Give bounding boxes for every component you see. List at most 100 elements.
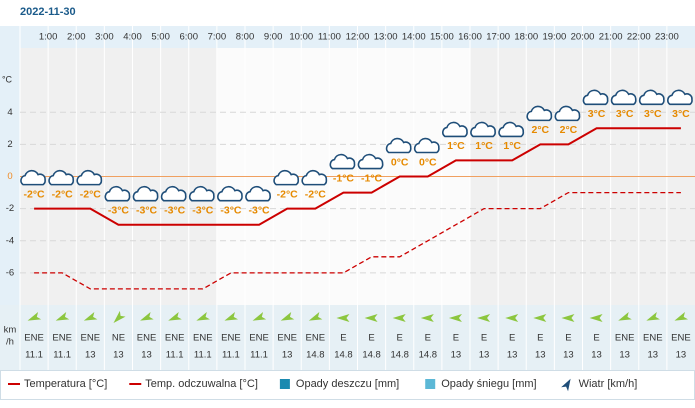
feels-like-line	[34, 191, 681, 290]
cloud	[413, 137, 440, 154]
temperature-label: 1°C	[475, 140, 493, 152]
weather-icon	[245, 185, 271, 202]
wind-arrow	[448, 314, 462, 322]
weather-icon	[217, 185, 243, 202]
temperature-label: -3°C	[220, 204, 242, 216]
wind-speed: 13	[282, 350, 293, 361]
hour-label: 20:00	[571, 32, 595, 43]
wind-direction: ENE	[277, 333, 297, 344]
legend-swatch	[561, 378, 571, 392]
wind-arrow	[83, 312, 98, 321]
cloud	[357, 153, 384, 170]
wind-arrow	[196, 312, 210, 321]
y-tick-label: 0	[7, 171, 12, 182]
legend-label: Wiatr [km/h]	[579, 378, 638, 390]
hour-label: 23:00	[655, 32, 679, 43]
hour-label: 14:00	[402, 32, 426, 43]
wind-arrow	[27, 312, 42, 321]
wind-speed: 14.8	[362, 350, 381, 361]
wind-direction: ENE	[52, 333, 72, 344]
wind-arrow	[477, 314, 491, 322]
weather-icon	[329, 153, 356, 170]
hour-label: 16:00	[458, 32, 482, 43]
legend-box	[0, 370, 695, 400]
y-tick-label: -6	[6, 267, 14, 278]
y-unit: °C	[2, 74, 13, 84]
wind-arrow	[280, 312, 295, 321]
wind-direction: ENE	[81, 333, 101, 344]
temperature-label: 2°C	[532, 124, 550, 136]
cloud	[245, 185, 271, 202]
wind-speed: 13	[451, 350, 462, 361]
cloud	[638, 89, 665, 106]
wind-direction: E	[509, 333, 515, 344]
wind-speed: 13	[563, 350, 574, 361]
cloud	[188, 185, 215, 202]
wind-direction: NE	[112, 333, 125, 344]
wind-direction: ENE	[249, 333, 269, 344]
weather-icon	[667, 89, 693, 106]
wind-speed: 14.8	[334, 350, 353, 361]
cloud	[470, 121, 496, 138]
wind-speed: 13	[648, 350, 659, 361]
legend-label: Temperatura [°C]	[24, 378, 107, 390]
wind-direction: ENE	[193, 333, 213, 344]
weather-icon	[498, 121, 525, 138]
cloud	[610, 89, 637, 106]
wind-direction: ENE	[671, 333, 691, 344]
hour-label: 10:00	[289, 32, 313, 43]
legend-swatch	[425, 379, 436, 389]
weather-icon	[20, 169, 46, 186]
hour-label: 21:00	[599, 32, 623, 43]
temperature-label: -3°C	[136, 204, 158, 216]
wind-direction: ENE	[221, 333, 241, 344]
hour-label: 7:00	[208, 32, 227, 43]
hour-label: 9:00	[264, 32, 283, 43]
cloud	[160, 185, 187, 202]
wind-direction: E	[397, 333, 403, 344]
wind-direction: E	[565, 333, 571, 344]
wind-direction: E	[481, 333, 487, 344]
y-tick-label: -2	[6, 203, 14, 214]
wind-direction: ENE	[137, 333, 157, 344]
cloud	[442, 121, 468, 138]
wind-direction: ENE	[165, 333, 185, 344]
wind-speed: 14.8	[419, 350, 438, 361]
cloud	[582, 89, 609, 106]
cloud	[273, 169, 300, 186]
weather-icon	[610, 89, 637, 106]
weather-icon	[104, 185, 131, 202]
cloud	[132, 185, 159, 202]
hour-label: 1:00	[39, 32, 58, 43]
hour-label: 12:00	[346, 32, 370, 43]
cloud	[76, 169, 103, 186]
temperature-label: 3°C	[616, 108, 634, 120]
weather-icon	[132, 185, 159, 202]
temperature-label: -2°C	[305, 188, 327, 200]
y-tick-label: 4	[7, 107, 12, 118]
legend-label: Opady śniegu [mm]	[441, 378, 536, 390]
wind-speed: 14.8	[390, 350, 409, 361]
y-tick-label: 2	[7, 139, 12, 150]
wind-speed: 13	[619, 350, 630, 361]
wind-direction: E	[425, 333, 431, 344]
hour-label: 13:00	[374, 32, 398, 43]
temperature-label: 1°C	[447, 140, 465, 152]
wind-direction: ENE	[615, 333, 635, 344]
wind-speed: 11.1	[194, 350, 212, 361]
weather-icon	[470, 121, 496, 138]
weather-icon	[638, 89, 665, 106]
wind-speed: 11.1	[222, 350, 240, 361]
wind-arrow	[392, 314, 406, 322]
wind-arrow	[55, 312, 70, 321]
legend-label: Temp. odczuwalna [°C]	[145, 378, 258, 390]
wind-direction: E	[368, 333, 374, 344]
temperature-label: -3°C	[249, 204, 271, 216]
cloud	[48, 169, 75, 186]
hour-label: 22:00	[627, 32, 651, 43]
legend-swatch	[279, 379, 290, 389]
temperature-label: 1°C	[503, 140, 521, 152]
temperature-label: -2°C	[24, 188, 46, 200]
wind-arrow	[674, 312, 689, 321]
temperature-label: -2°C	[277, 188, 299, 200]
